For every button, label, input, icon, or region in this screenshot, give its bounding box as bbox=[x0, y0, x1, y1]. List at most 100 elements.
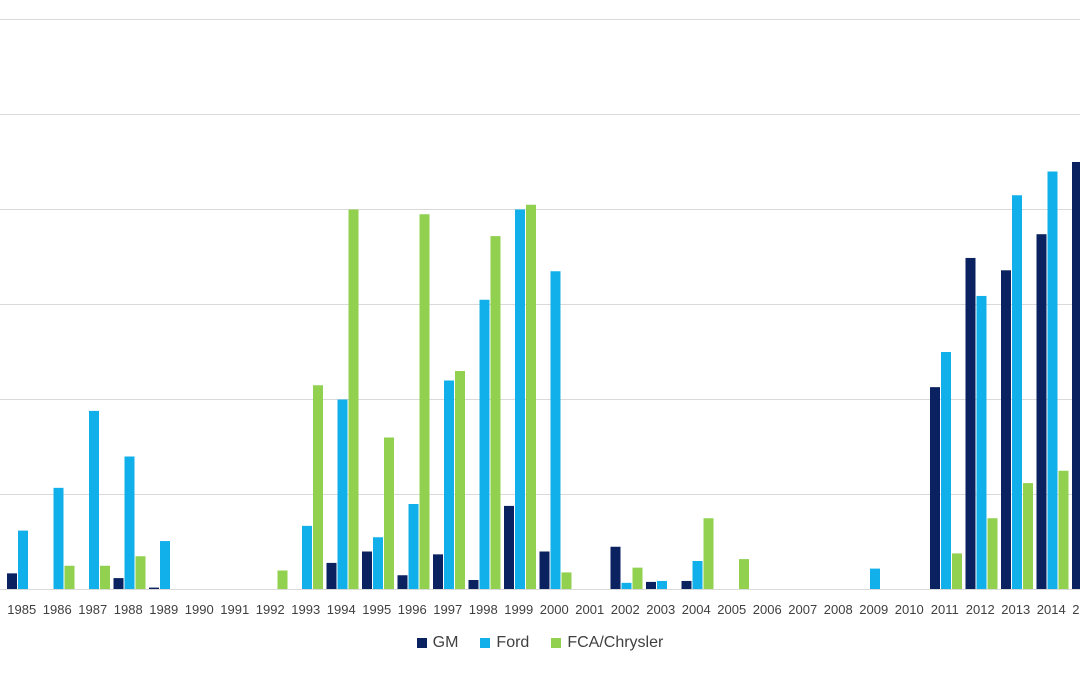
bar-ford-2011 bbox=[941, 352, 951, 590]
bar-ford-2013 bbox=[1012, 195, 1022, 590]
bar-gm-2000 bbox=[539, 551, 550, 590]
bar-ford-2000 bbox=[550, 271, 561, 590]
x-tick-label: 1993 bbox=[291, 602, 320, 617]
bar-gm-1994 bbox=[326, 562, 337, 590]
legend-item: GM bbox=[416, 634, 459, 652]
bar-ford-1986 bbox=[53, 487, 64, 590]
bar-ford-1985 bbox=[18, 530, 28, 590]
legend-swatch bbox=[480, 638, 491, 648]
bar-ford-1994 bbox=[337, 399, 348, 590]
x-tick-label: 2009 bbox=[859, 602, 888, 617]
bar-ford-1999 bbox=[515, 209, 525, 590]
x-tick-label: 1997 bbox=[433, 602, 462, 617]
bar-ford-2003 bbox=[657, 580, 667, 590]
x-tick-label: 1988 bbox=[114, 602, 143, 617]
x-tick-label: 1996 bbox=[398, 602, 427, 617]
bar-ford-2004 bbox=[692, 561, 703, 590]
bar-fca-chrysler-2013 bbox=[1023, 483, 1033, 590]
gridlines bbox=[0, 19, 1080, 495]
bar-ford-1989 bbox=[160, 541, 170, 590]
x-tick-label: 2007 bbox=[788, 602, 817, 617]
bar-fca-chrysler-1996 bbox=[419, 214, 430, 590]
bar-gm-1985 bbox=[7, 573, 17, 590]
x-tick-label: 1990 bbox=[185, 602, 214, 617]
bar-fca-chrysler-2005 bbox=[739, 559, 749, 590]
x-tick-label: 2004 bbox=[682, 602, 711, 617]
x-tick-label: 2008 bbox=[824, 602, 853, 617]
bar-fca-chrysler-1988 bbox=[135, 556, 146, 590]
x-tick-label: 1992 bbox=[256, 602, 285, 617]
bar-chart: 1985 1986 1987 1988 1989 1990 1991 1992 1993 1994… bbox=[0, 19, 1080, 617]
x-tick-label: 2003 bbox=[646, 602, 675, 617]
bars bbox=[7, 162, 1080, 590]
x-tick-label: 1987 bbox=[78, 602, 107, 617]
bar-gm-1989 bbox=[149, 587, 159, 590]
x-tick-label: 2012 bbox=[966, 602, 995, 617]
x-tick-label: 1994 bbox=[327, 602, 356, 617]
bar-fca-chrysler-1992 bbox=[277, 570, 288, 590]
bar-ford-2014 bbox=[1047, 171, 1058, 590]
bar-fca-chrysler-1999 bbox=[526, 204, 536, 590]
bar-fca-chrysler-2012 bbox=[987, 518, 998, 590]
x-tick-label: 2015 bbox=[1072, 602, 1080, 617]
legend-label: Ford bbox=[496, 634, 530, 651]
bar-fca-chrysler-1997 bbox=[455, 371, 465, 590]
x-tick-label: 1985 bbox=[7, 602, 36, 617]
bar-gm-2012 bbox=[965, 257, 976, 590]
bar-ford-1988 bbox=[124, 456, 135, 590]
bar-gm-1998 bbox=[468, 580, 479, 590]
bar-gm-2014 bbox=[1036, 234, 1047, 590]
x-tick-labels: 1985 1986 1987 1988 1989 1990 1991 1992 1993 1994… bbox=[7, 602, 1080, 617]
bar-gm-1995 bbox=[362, 551, 372, 590]
bar-gm-2011 bbox=[930, 387, 940, 590]
legend-item: FCA/Chrysler bbox=[551, 634, 663, 652]
bar-ford-1998 bbox=[479, 299, 490, 590]
x-tick-label: 1991 bbox=[220, 602, 249, 617]
x-tick-label: 1989 bbox=[149, 602, 178, 617]
x-tick-label: 1998 bbox=[469, 602, 498, 617]
bar-ford-2012 bbox=[976, 295, 987, 590]
x-tick-label: 1986 bbox=[43, 602, 72, 617]
bar-gm-2013 bbox=[1001, 270, 1011, 590]
bar-ford-2009 bbox=[870, 568, 880, 590]
x-tick-label: 2011 bbox=[931, 602, 959, 617]
bar-fca-chrysler-1998 bbox=[490, 236, 501, 590]
bar-fca-chrysler-2002 bbox=[632, 567, 643, 590]
x-tick-label: 2005 bbox=[717, 602, 746, 617]
legend-swatch bbox=[416, 638, 427, 648]
bar-ford-1995 bbox=[373, 537, 383, 590]
bar-fca-chrysler-1995 bbox=[384, 437, 394, 590]
x-tick-label: 1999 bbox=[504, 602, 533, 617]
bar-fca-chrysler-2014 bbox=[1058, 470, 1069, 590]
legend: GM Ford FCA/Chrysler bbox=[0, 634, 1080, 652]
x-tick-label: 1995 bbox=[362, 602, 391, 617]
bar-gm-2004 bbox=[681, 580, 692, 590]
bar-gm-1999 bbox=[504, 505, 514, 590]
bar-fca-chrysler-1993 bbox=[313, 385, 323, 590]
x-tick-label: 2001 bbox=[575, 602, 604, 617]
bar-ford-1996 bbox=[408, 504, 419, 590]
x-tick-label: 2014 bbox=[1037, 602, 1066, 617]
bar-fca-chrysler-2011 bbox=[952, 553, 962, 590]
legend-label: GM bbox=[432, 634, 459, 651]
bar-fca-chrysler-2000 bbox=[561, 572, 572, 590]
bar-fca-chrysler-2004 bbox=[703, 518, 714, 590]
bar-ford-2002 bbox=[621, 582, 632, 590]
x-tick-label: 2010 bbox=[895, 602, 924, 617]
bar-ford-1987 bbox=[89, 410, 99, 590]
bar-fca-chrysler-1994 bbox=[348, 209, 359, 590]
legend-label: FCA/Chrysler bbox=[567, 634, 664, 651]
x-tick-label: 2000 bbox=[540, 602, 569, 617]
bar-gm-2003 bbox=[646, 581, 656, 590]
bar-fca-chrysler-1987 bbox=[100, 565, 110, 590]
bar-ford-1993 bbox=[302, 525, 312, 590]
legend-swatch bbox=[551, 638, 562, 648]
x-tick-label: 2002 bbox=[611, 602, 640, 617]
bar-fca-chrysler-1986 bbox=[64, 565, 75, 590]
legend-item: Ford bbox=[480, 634, 529, 652]
x-tick-label: 2006 bbox=[753, 602, 782, 617]
bar-gm-1997 bbox=[433, 554, 443, 590]
bar-ford-1997 bbox=[444, 380, 454, 590]
x-tick-label: 2013 bbox=[1001, 602, 1030, 617]
bar-gm-2015 bbox=[1072, 162, 1080, 590]
